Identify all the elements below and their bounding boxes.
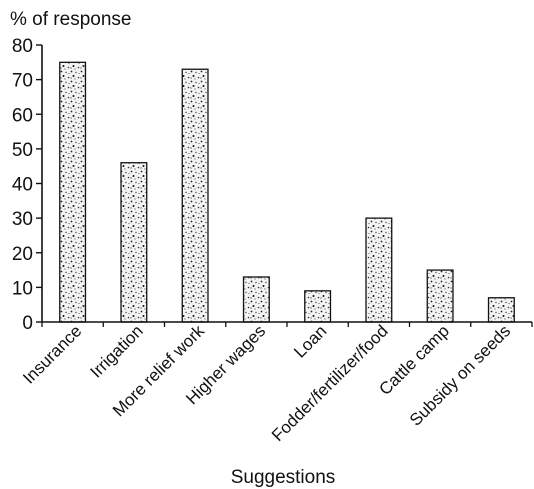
y-tick-label: 10 <box>12 278 33 299</box>
bar-higher-wages <box>242 276 270 323</box>
bar-insurance <box>59 61 87 323</box>
y-tick-label: 50 <box>12 140 33 161</box>
y-tick-label: 30 <box>12 209 33 230</box>
y-tick-label: 40 <box>12 175 33 196</box>
bar-more-relief-work <box>181 68 209 323</box>
x-tick-label: Fodder/fertilizer/food <box>268 321 392 445</box>
bar-cattle-camp <box>426 269 454 323</box>
y-axis-title: % of response <box>10 9 131 30</box>
bar-subsidy-on-seeds <box>487 297 515 323</box>
y-tick-label: 60 <box>12 105 33 126</box>
bar-loan <box>304 290 332 323</box>
x-tick-label: Loan <box>290 321 330 361</box>
bar-irrigation <box>120 162 148 323</box>
y-tick-label: 70 <box>12 71 33 92</box>
y-tick-label: 0 <box>22 313 33 334</box>
bar-fodder-fertilizer-food <box>365 217 393 323</box>
y-tick-label: 80 <box>12 36 33 57</box>
y-tick-label: 20 <box>12 244 33 265</box>
x-axis-title: Suggestions <box>231 467 336 488</box>
y-axis: 0 10 20 30 40 50 60 70 80 <box>12 36 43 334</box>
bars <box>59 61 515 323</box>
x-tick-label: Irrigation <box>86 321 146 381</box>
